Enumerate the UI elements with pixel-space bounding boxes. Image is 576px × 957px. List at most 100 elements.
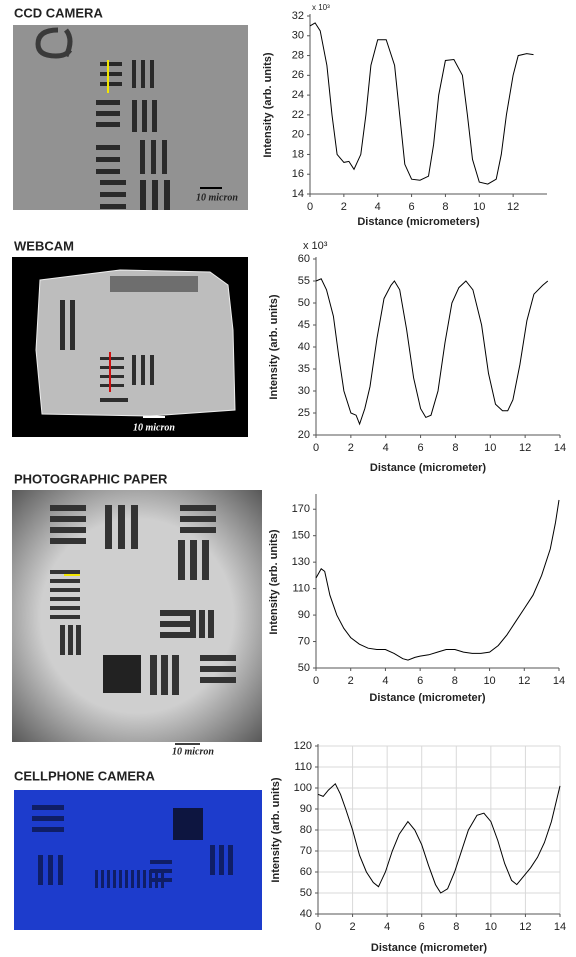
pattern-bar [50,597,80,601]
x-tick-label: 0 [307,201,313,213]
pattern-bar [199,610,205,638]
pattern-bar [50,588,80,592]
x-tick-label: 2 [350,921,356,933]
x-tick-label: 0 [313,442,319,454]
pattern-bar [141,355,145,385]
x-tick-label: 2 [341,201,347,213]
pattern-bar [100,204,126,209]
pattern-bar [60,300,65,350]
y-tick-label: 55 [298,275,310,287]
panel-title: CCD CAMERA [14,5,103,20]
y-tick-label: 32 [292,10,304,22]
x-tick-label: 12 [518,675,530,687]
y-tick-label: 18 [292,148,304,160]
x-tick-label: 2 [348,442,354,454]
pattern-bar [150,878,172,882]
paper-image: 10 micron [12,490,262,757]
y-tick-label: 130 [292,556,310,568]
pattern-bar [200,666,236,672]
x-tick-label: 8 [442,201,448,213]
y-tick-label: 90 [300,803,312,815]
y-axis-label: Intensity (arb. units) [268,294,280,399]
y-tick-label: 40 [300,908,312,920]
pattern-bar [161,655,168,695]
data-line [315,499,560,661]
pattern-bar [58,855,63,885]
y-tick-label: 70 [300,845,312,857]
pattern-bar [100,398,128,402]
y-tick-label: 110 [294,761,312,773]
x-tick-label: 12 [507,201,519,213]
x-axis-label: Distance (micrometer) [370,462,486,474]
pattern-bar [152,180,158,210]
pattern-bar [140,180,146,210]
data-line [315,278,549,426]
pattern-bar [60,625,65,655]
y-tick-label: 16 [292,168,304,180]
x-tick-label: 12 [519,442,531,454]
pattern-bar [100,82,122,86]
ccd-image: 10 micron [13,25,248,210]
y-tick-label: 150 [292,530,310,542]
y-tick-label: 24 [292,89,304,101]
pattern-bar [100,192,126,197]
pattern-bar [152,100,157,132]
y-axis-label: Intensity (arb. units) [270,777,282,882]
scale-label: 10 micron [172,746,214,757]
x-tick-label: 6 [409,201,415,213]
x-tick-label: 0 [315,921,321,933]
scale-label: 10 micron [133,422,175,433]
pattern-bar [202,540,209,580]
pattern-bar [131,505,138,549]
pattern-bar [100,180,126,185]
pattern-bar [132,355,136,385]
pattern-bar [219,845,224,875]
pattern-bar [50,606,80,610]
pattern-bar [160,610,196,616]
y-tick-label: 50 [300,887,312,899]
pattern-bar [150,869,172,873]
pattern-bar [151,140,156,174]
pattern-bar [131,870,134,888]
pattern-bar [32,805,64,810]
x-tick-label: 14 [553,675,565,687]
x-tick-label: 4 [384,921,390,933]
pattern-bar [100,384,124,387]
pattern-bar [119,870,122,888]
pattern-bar [125,870,128,888]
pattern-bar [118,505,125,549]
y-tick-label: 26 [292,69,304,81]
y-tick-label: 50 [298,662,310,674]
pattern-bar [210,845,215,875]
pattern-bar [142,100,147,132]
y-tick-label: 80 [300,824,312,836]
pattern-bar [100,62,122,66]
pattern-bar [172,655,179,695]
pattern-bar [190,540,197,580]
pattern-bar [228,845,233,875]
x-tick-label: 10 [484,442,496,454]
y-tick-label: 40 [298,341,310,353]
pattern-bar [96,100,120,105]
x-tick-label: 10 [483,675,495,687]
y-tick-label: 22 [292,109,304,121]
pattern-bar [100,375,124,378]
pattern-bar [76,625,81,655]
x-tick-label: 14 [554,921,566,933]
pattern-bar [96,157,120,162]
pattern-bar [180,527,216,533]
pattern-bar [100,366,124,369]
y-tick-label: 90 [298,609,310,621]
pattern-bar [101,870,104,888]
x-tick-label: 6 [418,442,424,454]
pattern-bar [141,60,145,88]
pattern-bar [113,870,116,888]
pattern-bar [50,579,80,583]
y-axis-label: Intensity (arb. units) [262,52,274,157]
pattern-bar [70,300,75,350]
pattern-bar [50,538,86,544]
pattern-bar [200,655,236,661]
pattern-bar [38,855,43,885]
x-tick-label: 6 [417,675,423,687]
